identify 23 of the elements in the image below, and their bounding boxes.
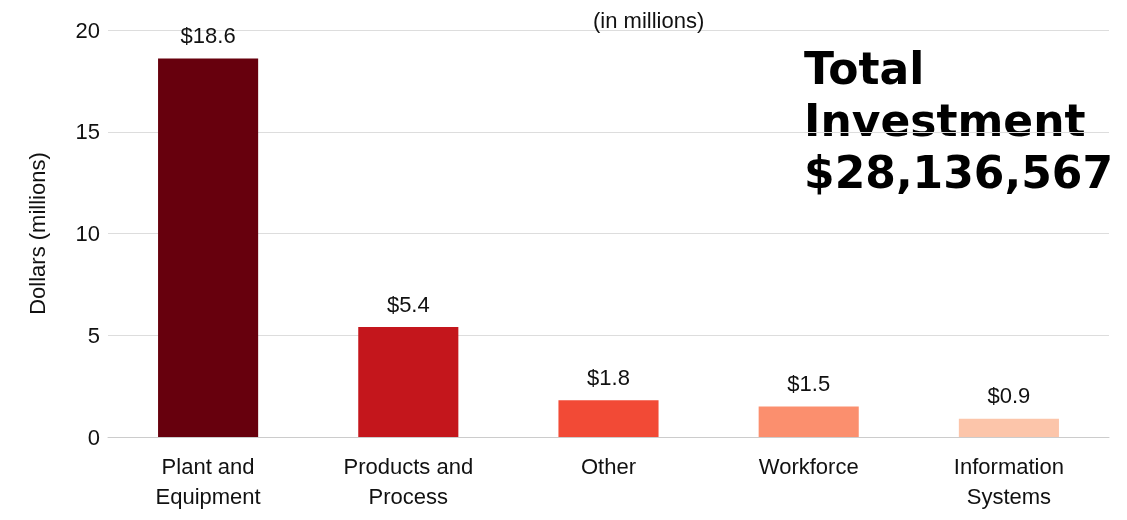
- x-tick-label: Other: [580, 453, 637, 479]
- data-label: $1.8: [587, 364, 630, 390]
- bar: [958, 418, 1059, 437]
- x-tick-label: Information Systems: [953, 453, 1064, 509]
- y-tick-label: 20: [75, 17, 100, 43]
- bar: [758, 406, 859, 437]
- data-label: $5.4: [386, 291, 430, 317]
- bar: [558, 400, 659, 437]
- x-tick-label: Plant and Equipment: [155, 453, 261, 509]
- chart-subtitle: (in millions): [593, 7, 705, 33]
- data-label: $1.5: [787, 370, 831, 396]
- annotation: Total Investment $28,136,567: [804, 42, 1113, 198]
- bar: [358, 327, 459, 437]
- data-label: $18.6: [180, 22, 236, 48]
- data-label: $0.9: [987, 383, 1031, 409]
- y-tick-label: 15: [75, 119, 100, 145]
- bar: [158, 58, 259, 437]
- x-tick-label: Workforce: [758, 453, 859, 479]
- y-tick-label: 10: [75, 221, 100, 246]
- x-tick-label: Products and Process: [343, 453, 474, 509]
- y-tick-label: 5: [87, 322, 100, 348]
- y-tick-label: 0: [87, 424, 100, 450]
- y-axis-title: Dollars (millions): [24, 152, 50, 315]
